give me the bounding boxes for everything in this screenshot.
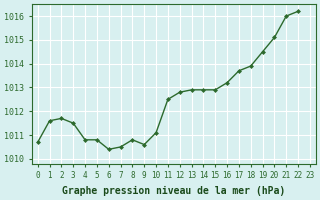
X-axis label: Graphe pression niveau de la mer (hPa): Graphe pression niveau de la mer (hPa) xyxy=(62,186,285,196)
